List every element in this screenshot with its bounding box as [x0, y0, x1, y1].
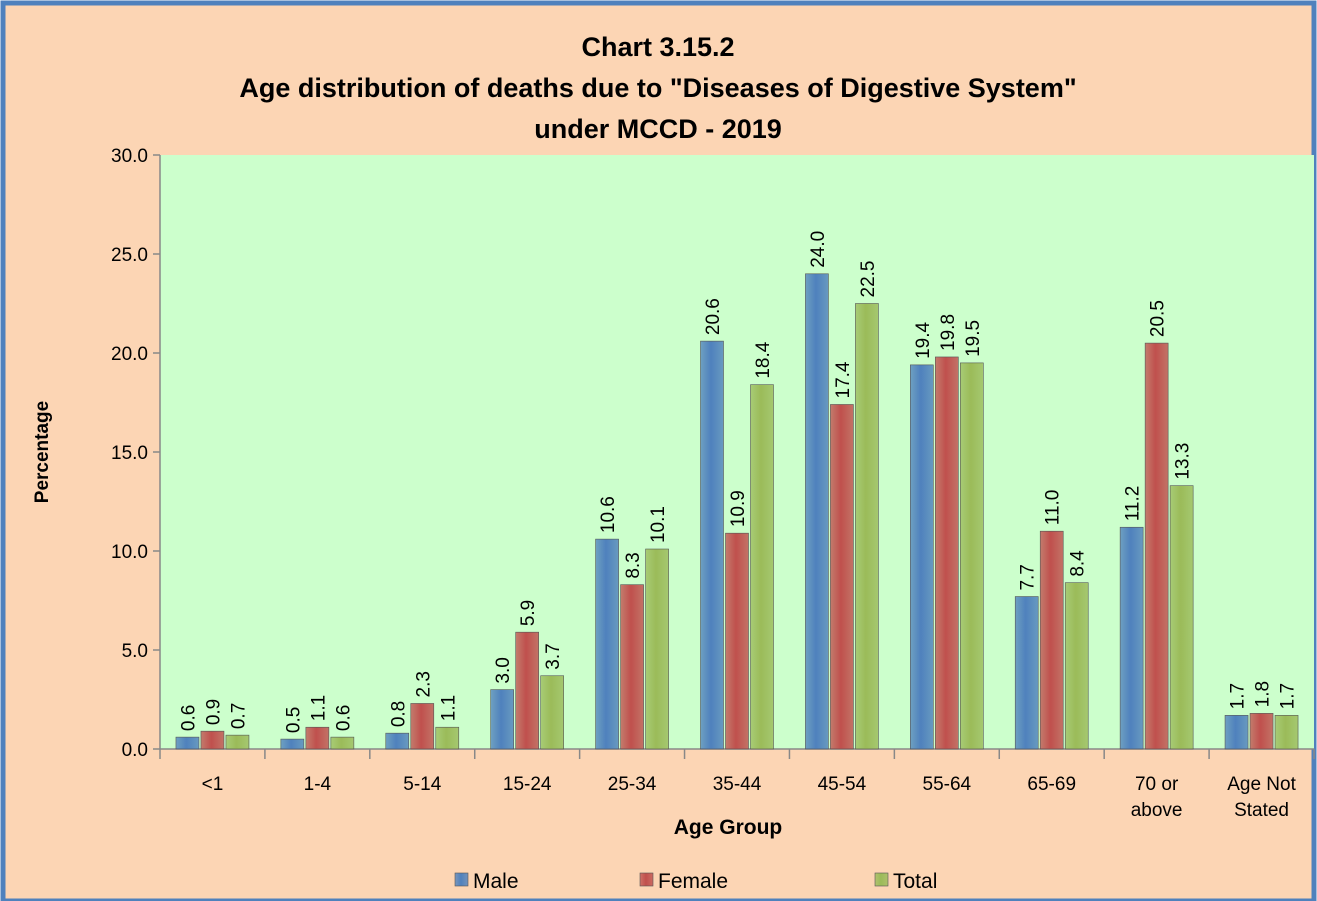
value-label: 17.4 — [833, 361, 854, 398]
value-label: 0.6 — [178, 705, 199, 731]
bar — [960, 362, 984, 750]
bar — [490, 689, 514, 750]
value-label: 1.1 — [438, 695, 459, 721]
bar — [645, 548, 669, 750]
chart-title: Age distribution of deaths due to "Disea… — [239, 73, 1076, 103]
legend-label: Male — [473, 870, 519, 893]
value-label: 8.3 — [623, 552, 644, 578]
value-label: 11.2 — [1123, 486, 1144, 522]
value-label: 18.4 — [753, 341, 774, 378]
y-tick-label: 20.0 — [111, 344, 148, 365]
value-label: 5.9 — [518, 600, 539, 626]
y-tick-label: 15.0 — [111, 443, 148, 464]
x-tick-label: 5-14 — [403, 774, 441, 795]
y-tick-label: 5.0 — [122, 641, 148, 662]
value-label: 20.6 — [703, 298, 724, 335]
value-label: 10.9 — [728, 490, 749, 527]
value-label: 1.7 — [1228, 683, 1249, 709]
chart-title: under MCCD - 2019 — [534, 114, 782, 144]
x-tick-label: 25-34 — [608, 774, 657, 795]
y-tick-label: 25.0 — [111, 245, 148, 266]
bar — [830, 404, 854, 750]
value-label: 0.6 — [333, 705, 354, 731]
y-tick-label: 30.0 — [111, 146, 148, 167]
bar — [435, 726, 460, 750]
value-label: 19.4 — [913, 321, 934, 358]
bar — [200, 730, 225, 750]
value-label: 20.5 — [1148, 300, 1169, 337]
bar — [410, 703, 435, 750]
bar — [595, 538, 619, 750]
bar — [750, 384, 774, 750]
chart-title: Chart 3.15.2 — [581, 32, 734, 62]
y-tick-label: 0.0 — [122, 740, 148, 761]
bar — [855, 303, 879, 750]
bar — [515, 631, 539, 750]
bar — [280, 738, 305, 750]
value-label: 22.5 — [858, 261, 879, 298]
value-label: 13.3 — [1173, 443, 1194, 480]
x-tick-label: 35-44 — [713, 774, 762, 795]
bar — [1224, 715, 1249, 750]
bar — [1119, 526, 1144, 750]
legend-label: Female — [658, 870, 728, 893]
bar — [805, 273, 829, 750]
bar — [1064, 582, 1089, 750]
value-label: 2.3 — [413, 671, 434, 697]
bar — [225, 734, 250, 750]
value-label: 19.8 — [938, 314, 959, 351]
value-label: 7.7 — [1018, 564, 1039, 590]
legend-swatch — [874, 872, 889, 887]
bar — [175, 736, 200, 750]
value-label: 0.5 — [283, 707, 304, 733]
bar — [385, 732, 410, 750]
bar — [700, 340, 724, 750]
value-label: 0.8 — [388, 701, 409, 727]
bar — [725, 532, 749, 750]
x-tick-label: 1-4 — [304, 774, 332, 795]
bar — [1249, 713, 1274, 750]
x-tick-label: <1 — [202, 774, 224, 795]
value-label: 0.9 — [203, 699, 224, 725]
value-label: 3.0 — [493, 657, 514, 683]
legend-swatch — [454, 872, 469, 887]
bar — [540, 675, 564, 750]
value-label: 1.7 — [1278, 683, 1299, 709]
bar — [620, 584, 644, 750]
value-label: 10.6 — [598, 496, 619, 533]
value-label: 8.4 — [1068, 550, 1089, 577]
value-label: 1.1 — [308, 695, 329, 721]
bar — [935, 356, 959, 750]
x-tick-label: 65-69 — [1027, 774, 1076, 795]
value-label: 1.8 — [1253, 681, 1274, 707]
x-axis-label: Age Group — [674, 816, 783, 839]
x-tick-label: 70 or above — [1131, 774, 1183, 821]
bar — [1039, 530, 1064, 750]
value-label: 3.7 — [543, 643, 564, 669]
bar — [1144, 342, 1169, 750]
bar — [1014, 596, 1039, 750]
value-label: 24.0 — [808, 231, 829, 268]
value-label: 11.0 — [1043, 490, 1064, 526]
value-label: 19.5 — [963, 320, 984, 357]
x-tick-label: 55-64 — [923, 774, 972, 795]
bar — [910, 364, 934, 750]
legend-swatch — [639, 872, 654, 887]
bar — [305, 726, 330, 750]
y-tick-label: 10.0 — [111, 542, 148, 563]
x-tick-label: Age Not Stated — [1227, 774, 1296, 821]
value-label: 10.1 — [648, 506, 669, 543]
bar — [1169, 485, 1194, 750]
x-tick-label: 15-24 — [503, 774, 552, 795]
x-tick-label: 45-54 — [818, 774, 867, 795]
legend-label: Total — [893, 870, 937, 893]
value-label: 0.7 — [228, 703, 249, 729]
y-axis-label: Percentage — [32, 401, 53, 503]
bar — [1274, 715, 1299, 750]
bar — [330, 736, 355, 750]
